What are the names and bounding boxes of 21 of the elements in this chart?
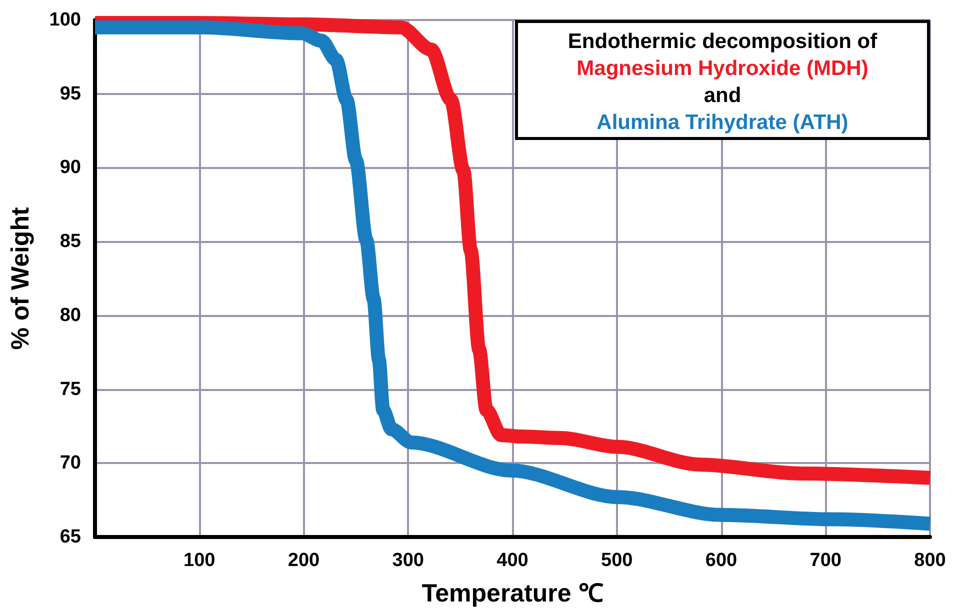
y-tick-label: 65 [60,526,82,548]
y-axis-title: % of Weight [6,206,34,350]
x-tick-label: 400 [496,550,528,571]
x-tick-label: 200 [288,550,320,571]
y-tick-label: 100 [49,10,81,30]
x-tick-label: 300 [392,550,424,571]
legend-title: Endothermic decomposition of [566,29,878,55]
y-tick-label: 90 [60,157,81,178]
y-tick-label: 70 [60,452,81,474]
y-tick-label: 85 [60,231,82,252]
annotation: and [702,83,742,109]
legend-box: Endothermic decomposition of Magnesium Hydroxide (MDH) and Alumina Trihydrate (ATH) [515,20,930,140]
x-tick-label: 600 [705,550,738,571]
y-tick-label: 80 [60,304,81,326]
x-axis-title: Temperature ℃ [422,580,604,608]
x-tick-label: 100 [184,550,216,571]
x-tick-label: 800 [914,550,946,571]
y-tick-label: 95 [60,83,82,104]
y-tick-label: 75 [60,378,82,400]
x-tick-label: 500 [601,550,633,571]
x-tick-label: 700 [810,550,842,571]
